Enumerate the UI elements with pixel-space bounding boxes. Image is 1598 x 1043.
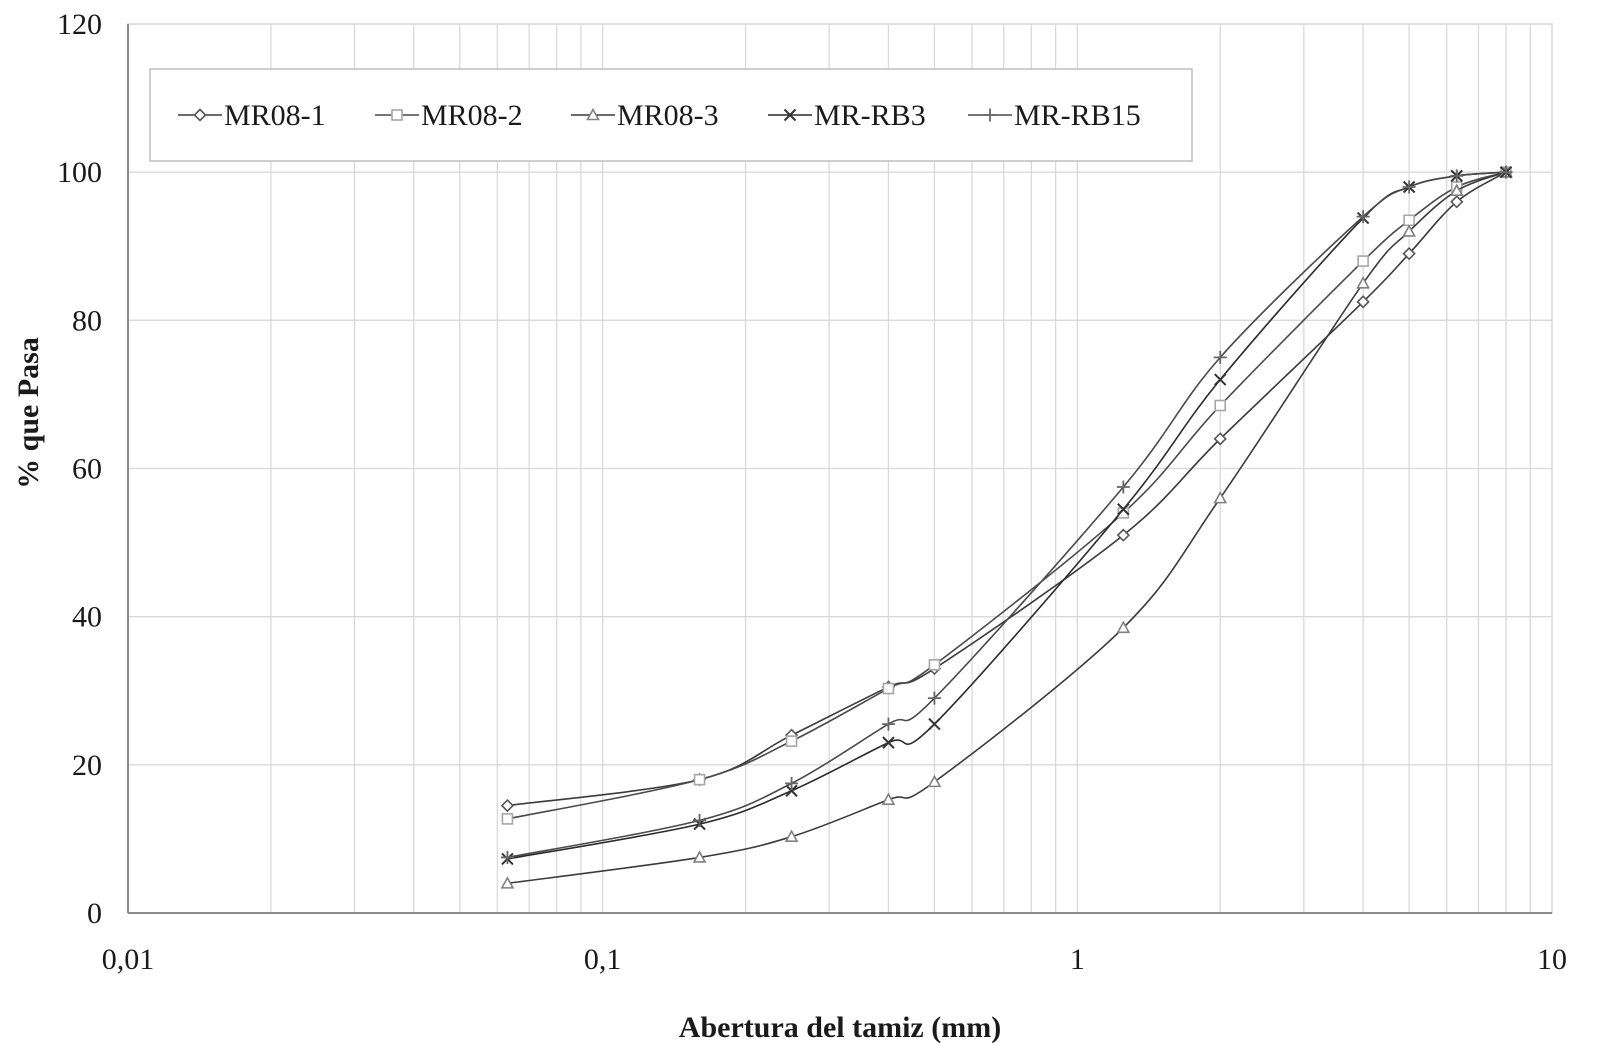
data-point <box>500 798 515 813</box>
x-tick-label: 1 <box>1070 943 1085 976</box>
data-point <box>1357 255 1369 267</box>
series-layer <box>500 165 1513 889</box>
y-tick-label: 120 <box>57 8 102 41</box>
data-point <box>1356 276 1370 289</box>
data-point <box>693 773 706 786</box>
data-point <box>1356 210 1370 224</box>
data-point <box>500 876 515 889</box>
data-point <box>1356 295 1370 309</box>
series-mr-rb3 <box>501 165 1513 866</box>
data-point <box>500 850 514 864</box>
y-tick-label: 40 <box>72 601 102 634</box>
legend-label: MR-RB3 <box>814 99 926 132</box>
data-point <box>1449 183 1464 196</box>
data-point <box>1402 224 1416 237</box>
data-point <box>1213 350 1227 364</box>
series-line <box>507 171 1507 820</box>
data-point <box>928 659 941 671</box>
legend-items: MR08-1 MR08-2 MR08-3 MR-RB3 MR-RB15 <box>178 99 1141 132</box>
data-point <box>1213 490 1228 504</box>
series-line <box>507 171 1507 859</box>
data-point <box>1213 432 1227 446</box>
legend-marker <box>193 108 207 122</box>
legend: MR08-1 MR08-2 MR08-3 MR-RB3 MR-RB15 <box>149 68 1193 162</box>
data-point <box>692 850 707 863</box>
series-line <box>507 171 1507 885</box>
data-point <box>1450 195 1464 209</box>
x-tick-label: 0,1 <box>584 943 622 976</box>
data-point <box>785 784 798 797</box>
data-point <box>882 682 895 695</box>
legend-label: MR08-1 <box>224 99 326 132</box>
legend-label: MR08-3 <box>617 99 719 132</box>
data-point <box>693 813 707 827</box>
legend-item: MR-RB15 <box>968 99 1141 132</box>
data-point <box>1117 503 1130 516</box>
grid-lines <box>128 23 1552 914</box>
x-tick-label: 10 <box>1537 943 1567 976</box>
x-tick-label: 0,01 <box>102 943 155 976</box>
data-point <box>1402 180 1416 194</box>
series-line <box>507 171 1507 860</box>
series-mr-rb15 <box>500 165 1513 864</box>
legend-label: MR08-2 <box>421 99 523 132</box>
data-point <box>501 813 514 825</box>
data-point <box>785 776 799 790</box>
x-axis-title: Abertura del tamiz (mm) <box>679 1011 1001 1043</box>
legend-label: MR-RB15 <box>1014 99 1141 132</box>
data-point <box>1450 169 1464 183</box>
series-mr08-3 <box>500 165 1513 889</box>
series-mr08-2 <box>501 166 1512 825</box>
data-point <box>927 774 942 788</box>
data-point <box>1116 620 1131 634</box>
data-point <box>928 717 941 731</box>
legend-item: MR08-1 <box>178 99 326 132</box>
data-point <box>1499 165 1513 179</box>
legend-marker <box>983 108 997 122</box>
y-tick-label: 100 <box>57 156 102 189</box>
y-tick-label: 20 <box>72 749 102 782</box>
data-point <box>927 691 941 705</box>
data-point <box>1116 528 1130 542</box>
legend-item: MR-RB3 <box>768 99 926 132</box>
legend-item: MR08-3 <box>571 99 719 132</box>
tick-labels: 0 20 40 60 80 100 120 0,01 0,1 1 10 <box>57 8 1567 976</box>
y-tick-label: 0 <box>87 897 102 930</box>
data-point <box>881 717 895 731</box>
data-point <box>785 735 798 747</box>
data-point <box>1402 247 1416 261</box>
data-point <box>1116 480 1130 494</box>
legend-marker <box>391 109 403 121</box>
data-point <box>1214 373 1227 386</box>
data-point <box>881 792 896 805</box>
data-point <box>882 736 895 749</box>
data-point <box>784 829 799 842</box>
legend-marker <box>783 108 797 122</box>
data-point <box>1403 214 1415 227</box>
legend-item: MR08-2 <box>375 99 523 132</box>
y-tick-label: 60 <box>72 453 102 486</box>
y-tick-label: 80 <box>72 304 102 337</box>
axes <box>127 24 1552 914</box>
legend-box <box>149 68 1193 162</box>
data-point <box>1214 399 1227 412</box>
legend-marker <box>586 107 600 121</box>
y-axis-title: % que Pasa <box>12 337 45 489</box>
